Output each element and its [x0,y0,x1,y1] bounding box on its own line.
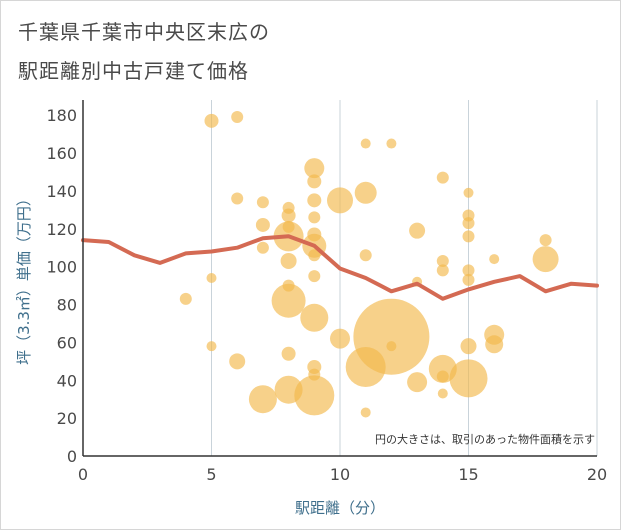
bubble-point [229,353,246,370]
bubble-point [300,303,329,332]
y-tick-label: 120 [46,220,77,239]
bubble-point [462,230,475,243]
bubble-point [330,328,350,349]
bubble-point [539,234,552,247]
bubble-point [308,249,321,262]
average-price-line [81,234,599,301]
bubble-point [255,217,270,232]
bubble-point [248,385,277,414]
bubble-point [281,208,296,223]
x-tick-label: 10 [330,465,350,484]
bubble-size-note: 円の大きさは、取引のあった物件面積を示す [375,432,595,446]
bubble-point [256,241,269,254]
y-tick-label: 100 [46,258,77,277]
x-tick-label: 15 [458,465,478,484]
bubble-point [256,196,269,209]
bubble-point [231,192,244,205]
y-tick-label: 0 [67,447,77,466]
bubble-point [360,138,371,149]
y-tick-label: 140 [46,182,77,201]
trend-line-layer [81,234,599,301]
y-tick-label: 160 [46,144,77,163]
bubble-point [462,264,475,277]
bubble-point [460,338,477,355]
bubble-point [462,273,475,286]
y-tick-label: 60 [57,333,77,352]
bubble-point [281,346,296,361]
axes [82,100,597,457]
bubble-layer [179,111,559,418]
bubble-point [294,375,335,416]
bubble-point [359,249,372,262]
bubble-point [271,283,306,318]
bubble-point [436,264,449,277]
bubble-point [307,193,322,208]
bubble-point [409,222,426,239]
bubble-point [204,113,219,128]
bubble-point [489,254,500,265]
bubble-point [532,246,559,273]
bubble-point [437,388,448,399]
bubble-point [179,292,192,305]
x-tick-label: 5 [206,465,216,484]
bubble-point [231,111,244,124]
bubble-point [436,171,449,184]
bubble-point [407,372,428,393]
bubble-point [462,217,475,230]
bubble-point [280,252,297,269]
bubble-point [327,187,353,214]
bubble-point [353,298,430,375]
bubble-point [360,407,371,418]
bubble-point [386,138,397,149]
x-tick-label: 20 [587,465,607,484]
bubble-point [449,359,488,398]
bubble-point [308,270,321,283]
y-axis-label: 坪（3.3㎡）単価（万円） [15,191,33,365]
y-tick-label: 80 [57,296,77,315]
chart-title-line-2: 駅距離別中古戸建て価格 [18,59,249,83]
bubble-point [206,341,217,352]
tick-labels: 0 20 40 60 80 100 120 140 160 180 0 5 10 15 20 [46,106,607,484]
y-tick-label: 180 [46,106,77,125]
chart-title-line-1: 千葉県千葉市中央区末広の [18,20,270,44]
x-axis-label: 駅距離（分） [295,499,385,517]
bubble-point [436,254,449,267]
bubble-point [304,158,325,179]
bubble-point [463,187,474,198]
bubble-point [386,341,397,352]
bubble-point [307,174,322,189]
bubble-point [308,211,321,224]
bubble-point [436,370,449,383]
bubble-point [485,335,504,354]
bubble-point [206,273,217,283]
bubble-point [354,181,377,204]
y-tick-label: 20 [57,409,77,428]
y-tick-label: 40 [57,371,77,390]
x-tick-label: 0 [78,465,88,484]
